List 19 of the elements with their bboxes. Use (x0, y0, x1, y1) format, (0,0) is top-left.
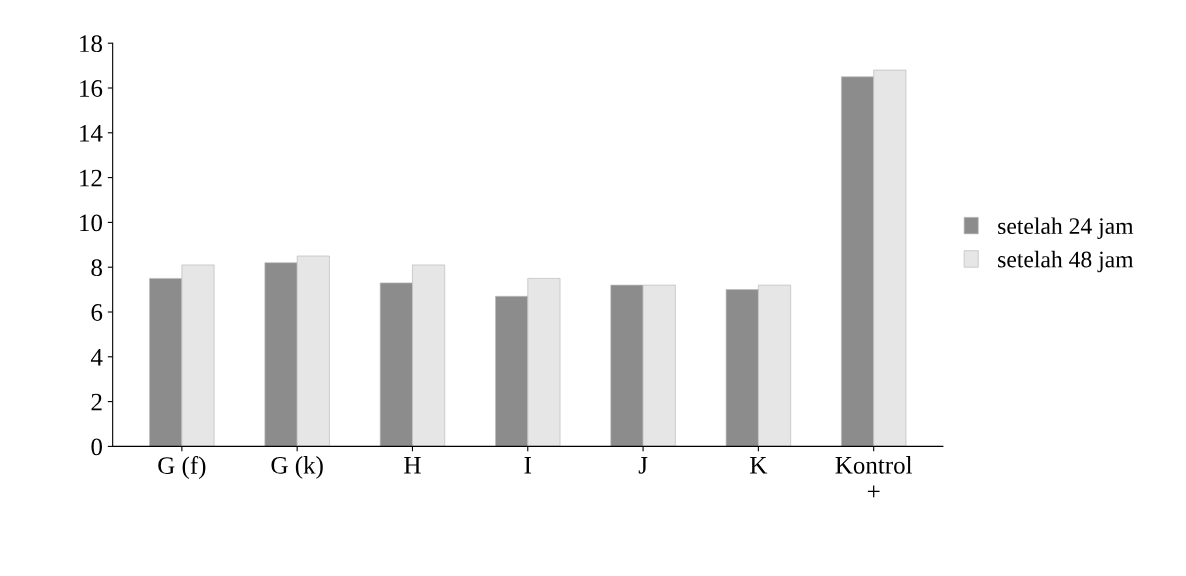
y-tick-label: 8 (91, 259, 102, 277)
y-tick-label: 14 (80, 124, 103, 142)
y-tick-label: 18 (80, 35, 102, 53)
y-tick-label: 4 (90, 349, 103, 366)
y-tick-label: 2 (91, 393, 102, 411)
y-tick-label: 12 (80, 169, 102, 187)
y-tick-label: 0 (91, 438, 102, 456)
y-tick-label: 6 (91, 304, 103, 321)
x-tick-label: G (k) (271, 456, 323, 479)
legend-label: setelah 24 jam (998, 217, 1134, 239)
x-tick-label: K (750, 457, 768, 474)
x-tick-label: I (524, 457, 532, 474)
x-tick-label: G (f) (158, 456, 206, 480)
legend-label: setelah 48 jam (998, 250, 1134, 273)
y-tick-label: 10 (80, 214, 102, 232)
x-tick-label: H (404, 457, 421, 474)
y-tick-label: 16 (80, 80, 103, 97)
x-tick-label: J (638, 457, 648, 474)
x-tick-label: Kontrol + (835, 456, 913, 498)
